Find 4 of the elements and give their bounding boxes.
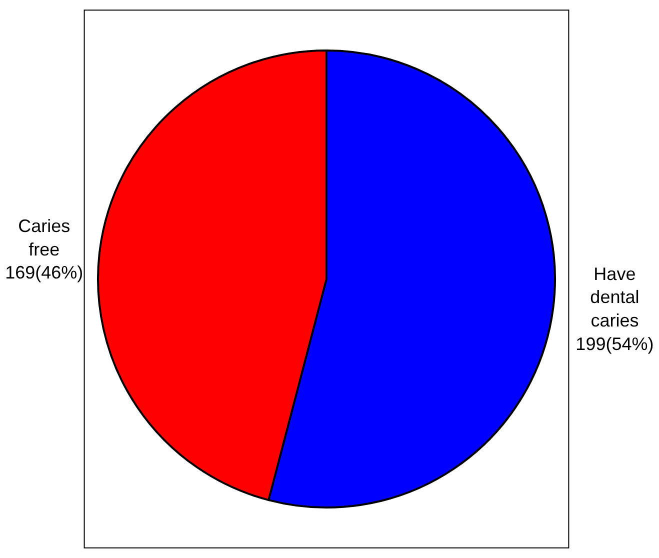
slice-label: Caries free [18, 216, 70, 260]
data-label: 169(46%) [5, 262, 84, 283]
data-label: 199(54%) [576, 334, 654, 354]
slice-label: Have dental caries [590, 264, 640, 331]
